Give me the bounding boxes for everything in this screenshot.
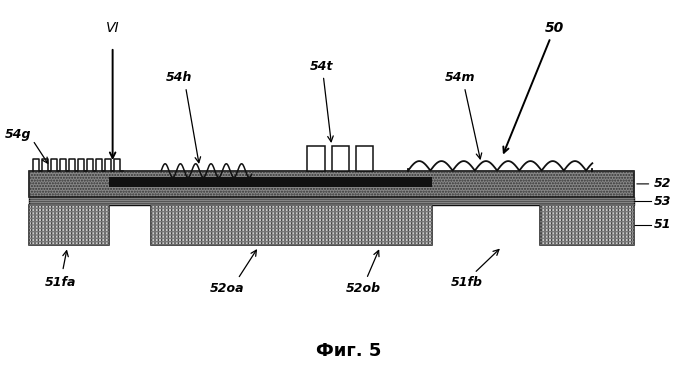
Bar bbox=[29, 205, 109, 245]
Bar bbox=[540, 205, 634, 245]
Text: 53: 53 bbox=[653, 195, 671, 208]
Bar bbox=[151, 205, 433, 245]
Text: 54m: 54m bbox=[445, 71, 475, 84]
Text: 52: 52 bbox=[653, 177, 671, 190]
Text: VI: VI bbox=[106, 21, 119, 35]
Text: 51fb: 51fb bbox=[451, 276, 483, 289]
Text: 52oa: 52oa bbox=[210, 282, 244, 295]
Bar bbox=[307, 146, 325, 170]
Bar bbox=[151, 205, 433, 245]
Bar bbox=[540, 205, 634, 245]
Text: 54t: 54t bbox=[309, 59, 333, 72]
Bar bbox=[29, 170, 634, 197]
Bar bbox=[109, 177, 433, 187]
Text: 54g: 54g bbox=[5, 128, 31, 141]
Text: 50: 50 bbox=[544, 21, 564, 35]
Bar bbox=[356, 146, 373, 170]
Text: 51fa: 51fa bbox=[45, 276, 76, 289]
Bar bbox=[29, 197, 634, 205]
Bar bbox=[29, 170, 634, 197]
Text: Фиг. 5: Фиг. 5 bbox=[316, 342, 382, 360]
Text: 51: 51 bbox=[653, 218, 671, 231]
Bar bbox=[540, 205, 634, 245]
Text: 54h: 54h bbox=[165, 71, 192, 84]
Bar bbox=[151, 205, 433, 245]
Bar bbox=[29, 205, 109, 245]
Bar bbox=[332, 146, 349, 170]
Text: 52ob: 52ob bbox=[346, 282, 380, 295]
Bar bbox=[29, 205, 109, 245]
